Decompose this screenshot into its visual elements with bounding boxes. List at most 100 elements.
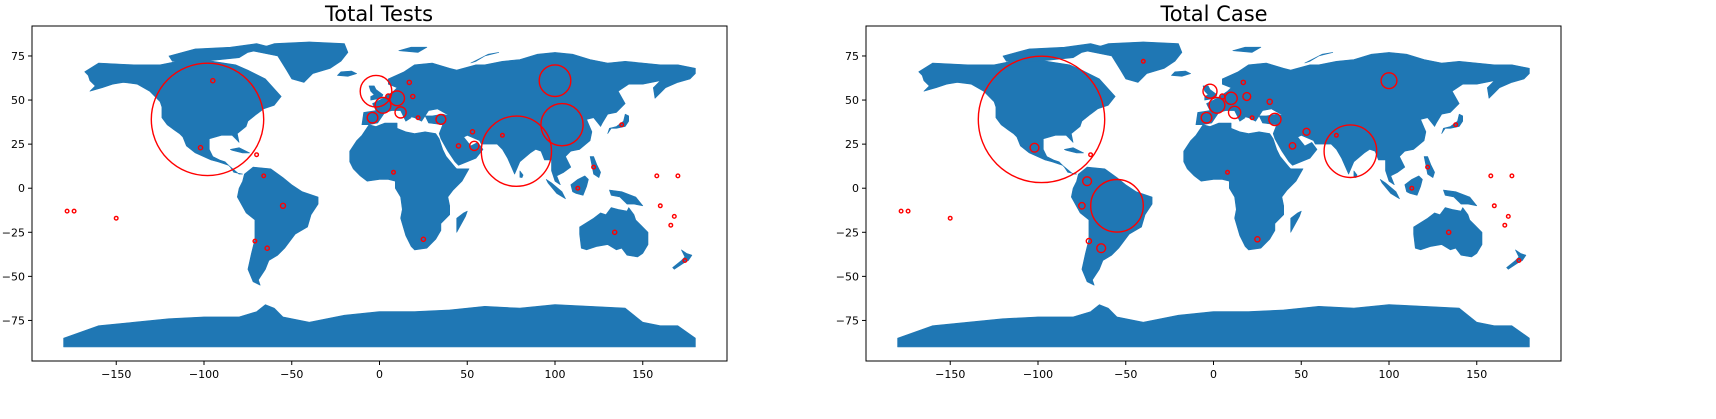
marker-circle-22 bbox=[1249, 115, 1255, 121]
marker-circle-24 bbox=[252, 238, 258, 244]
landmass-japan bbox=[607, 113, 630, 134]
marker-circle-5 bbox=[374, 96, 392, 114]
marker-circle-38 bbox=[1488, 173, 1494, 179]
marker-circle-16 bbox=[415, 115, 421, 121]
marker-circle-0 bbox=[977, 55, 1106, 184]
y-tick-label: −50 bbox=[2, 270, 25, 283]
y-tick-label: −50 bbox=[836, 270, 859, 283]
marker-circle-0 bbox=[150, 62, 265, 177]
marker-circle-28 bbox=[1425, 164, 1431, 170]
marker-circle-39 bbox=[1140, 58, 1146, 64]
marker-circle-26 bbox=[1445, 229, 1452, 236]
marker-circle-20 bbox=[197, 144, 204, 151]
x-tick-label: −100 bbox=[189, 368, 219, 381]
landmass-madagascar bbox=[456, 210, 468, 233]
land-layer bbox=[897, 41, 1530, 348]
marker-circle-2 bbox=[1323, 124, 1378, 179]
marker-circle-22 bbox=[261, 173, 267, 179]
marker-circle-6 bbox=[1268, 112, 1282, 127]
marker-circle-27 bbox=[1516, 258, 1522, 264]
x-tick-label: −50 bbox=[1114, 368, 1137, 381]
landmass-arctic-islands bbox=[168, 43, 272, 62]
y-tick-label: −75 bbox=[2, 314, 25, 327]
marker-circle-32 bbox=[898, 208, 904, 214]
marker-circle-10 bbox=[468, 140, 480, 152]
landmass-antarctica bbox=[897, 304, 1530, 348]
marker-circle-35 bbox=[1502, 222, 1508, 228]
marker-circle-9 bbox=[435, 113, 447, 126]
landmass-greenland bbox=[1085, 41, 1183, 83]
marker-circle-17 bbox=[1085, 237, 1093, 245]
landmass-sumatra bbox=[545, 179, 566, 200]
marker-circle-19 bbox=[499, 132, 505, 138]
marker-circle-20 bbox=[1219, 93, 1226, 100]
marker-circle-30 bbox=[1409, 185, 1415, 191]
x-tick-label: 0 bbox=[1210, 368, 1217, 381]
landmass-borneo bbox=[1404, 175, 1423, 196]
landmass-svalbard bbox=[1232, 46, 1262, 53]
marker-circle-3 bbox=[538, 64, 572, 98]
marker-circle-14 bbox=[385, 93, 392, 100]
landmass-sumatra bbox=[1379, 179, 1400, 200]
landmass-australia bbox=[1413, 207, 1483, 258]
marker-circle-19 bbox=[1266, 98, 1273, 106]
landmass-novaya-zemlya bbox=[1304, 52, 1334, 64]
marker-circle-36 bbox=[668, 222, 674, 228]
marker-circle-28 bbox=[682, 258, 688, 264]
landmass-north-america bbox=[84, 59, 282, 175]
landmass-japan bbox=[1441, 113, 1463, 134]
map-panel-tests: Total Tests −150 −100 −50 0 50 100 150 −75 −50 −2… bbox=[0, 0, 800, 419]
landmass-north-america bbox=[918, 59, 1116, 175]
marker-circle-29 bbox=[1453, 122, 1459, 128]
marker-circle-16 bbox=[1078, 201, 1086, 210]
marker-circle-15 bbox=[409, 93, 416, 100]
x-tick-label: 150 bbox=[632, 368, 653, 381]
landmass-south-america bbox=[237, 166, 319, 286]
marker-circle-8 bbox=[1224, 91, 1238, 106]
y-tick-label: 50 bbox=[11, 94, 25, 107]
marker-circle-3 bbox=[1380, 72, 1398, 90]
x-tick-label: 150 bbox=[1466, 368, 1487, 381]
landmass-arctic-islands bbox=[1002, 43, 1105, 62]
marker-circle-25 bbox=[391, 169, 397, 175]
y-tick-label: −75 bbox=[836, 314, 859, 327]
y-tick-label: 75 bbox=[11, 50, 25, 63]
marker-circle-31 bbox=[947, 215, 953, 221]
landmass-sri-lanka bbox=[519, 170, 524, 178]
marker-circle-33 bbox=[905, 208, 911, 214]
y-tick-label: 25 bbox=[11, 138, 25, 151]
marker-circle-17 bbox=[455, 143, 462, 149]
y-tick-label: 75 bbox=[845, 50, 859, 63]
x-tick-label: −150 bbox=[101, 368, 131, 381]
marker-circle-12 bbox=[1081, 176, 1093, 187]
marker-circle-34 bbox=[71, 208, 77, 214]
marker-circle-8 bbox=[366, 111, 379, 124]
marker-circle-7 bbox=[394, 106, 407, 119]
x-tick-label: 50 bbox=[460, 368, 474, 381]
marker-circle-14 bbox=[1302, 127, 1311, 137]
y-tick-label: 0 bbox=[18, 182, 25, 195]
landmass-new-guinea bbox=[609, 189, 644, 207]
marker-circle-26 bbox=[420, 236, 427, 243]
marker-circle-9 bbox=[1200, 111, 1213, 124]
landmass-novaya-zemlya bbox=[470, 52, 500, 64]
landmass-greenland bbox=[251, 41, 349, 83]
marker-circle-10 bbox=[1029, 142, 1040, 153]
landmass-great-britain bbox=[368, 85, 384, 101]
marker-circle-7 bbox=[1227, 105, 1242, 120]
x-tick-label: 50 bbox=[1294, 368, 1308, 381]
marker-circle-21 bbox=[254, 152, 260, 158]
landmass-south-america bbox=[1071, 166, 1153, 286]
x-tick-label: −100 bbox=[1023, 368, 1053, 381]
marker-circle-12 bbox=[279, 202, 287, 210]
marker-circle-32 bbox=[113, 215, 119, 221]
marker-circle-21 bbox=[1240, 79, 1247, 86]
marker-circle-33 bbox=[64, 208, 70, 214]
x-tick-label: 0 bbox=[376, 368, 383, 381]
marker-circle-18 bbox=[469, 128, 476, 135]
marker-circle-36 bbox=[1505, 213, 1511, 219]
landmass-cuba bbox=[230, 147, 250, 154]
marker-circle-37 bbox=[1509, 173, 1515, 179]
marker-circle-11 bbox=[209, 77, 216, 84]
y-tick-label: −25 bbox=[836, 226, 859, 239]
